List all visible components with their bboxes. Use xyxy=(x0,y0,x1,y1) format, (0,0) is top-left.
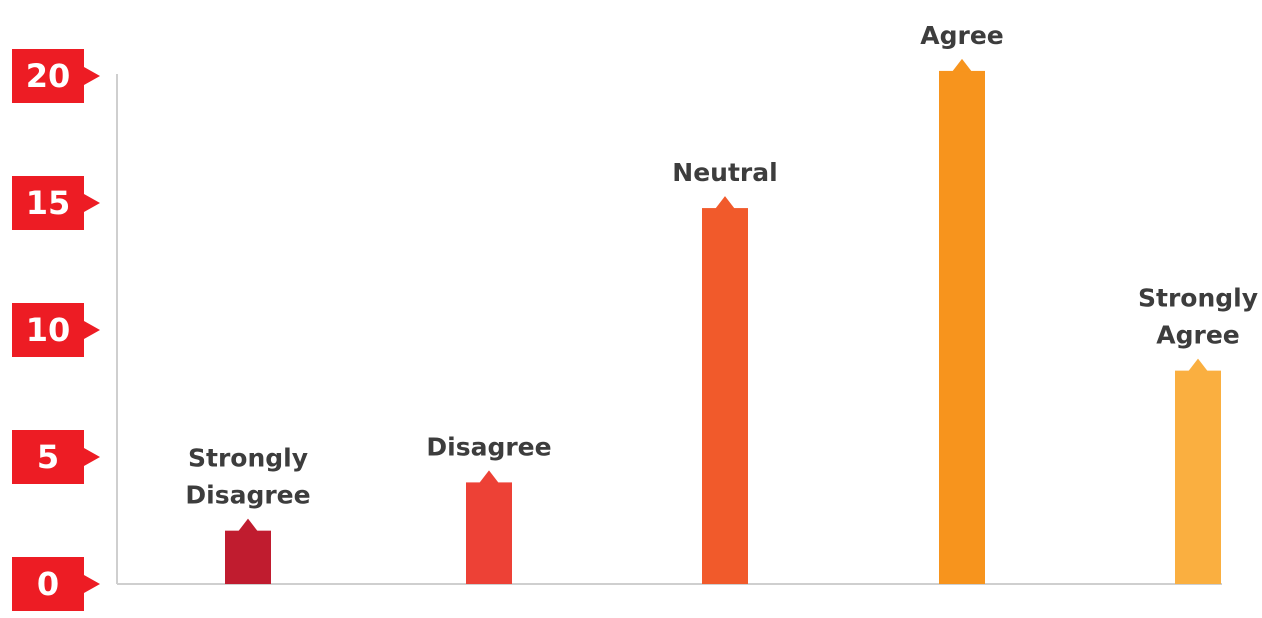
bar xyxy=(939,58,985,585)
category-label: Agree xyxy=(920,21,1003,50)
bar-body xyxy=(466,482,512,584)
category-label-line: Strongly xyxy=(188,444,308,473)
category-label: Disagree xyxy=(426,432,551,461)
category-label-line: Disagree xyxy=(185,481,310,510)
bar-body xyxy=(225,530,271,584)
category-label-line: Disagree xyxy=(426,432,551,461)
bar-body xyxy=(1175,370,1221,584)
category-label: Strongly Agree xyxy=(1138,284,1258,350)
y-tick-badge xyxy=(12,557,100,611)
bar xyxy=(466,470,512,584)
y-tick: 10 xyxy=(12,303,100,357)
bars xyxy=(225,58,1221,585)
category-label-line: Agree xyxy=(920,21,1003,50)
bar-cap xyxy=(238,518,258,532)
y-tick-badge xyxy=(12,430,100,484)
y-tick-label: 5 xyxy=(37,438,59,476)
category-label-line: Strongly xyxy=(1138,284,1258,313)
axes xyxy=(116,74,1222,585)
bar xyxy=(225,518,271,584)
y-tick: 0 xyxy=(12,557,100,611)
y-tick: 5 xyxy=(12,430,100,484)
bar-cap xyxy=(479,470,499,484)
bar xyxy=(702,196,748,584)
y-axis-ticks: 0 5 10 15 20 xyxy=(12,49,100,611)
bar-body xyxy=(702,208,748,584)
category-label-line: Neutral xyxy=(672,158,777,187)
bar-cap xyxy=(1188,358,1208,372)
y-tick-label: 15 xyxy=(26,184,71,222)
y-tick: 15 xyxy=(12,176,100,230)
y-tick-label: 10 xyxy=(26,311,71,349)
y-tick: 20 xyxy=(12,49,100,103)
y-tick-label: 20 xyxy=(26,57,71,95)
category-label: Strongly Disagree xyxy=(185,444,310,510)
y-tick-badge xyxy=(12,176,100,230)
category-label-line: Agree xyxy=(1156,321,1239,350)
bar-body xyxy=(939,70,985,585)
y-tick-badge xyxy=(12,303,100,357)
category-labels: Strongly DisagreeDisagreeNeutralAgreeStro… xyxy=(185,21,1258,510)
y-tick-badge xyxy=(12,49,100,103)
bar xyxy=(1175,358,1221,584)
y-tick-label: 0 xyxy=(37,565,59,603)
bar-cap xyxy=(952,58,972,72)
category-label: Neutral xyxy=(672,158,777,187)
bar-cap xyxy=(715,196,735,210)
